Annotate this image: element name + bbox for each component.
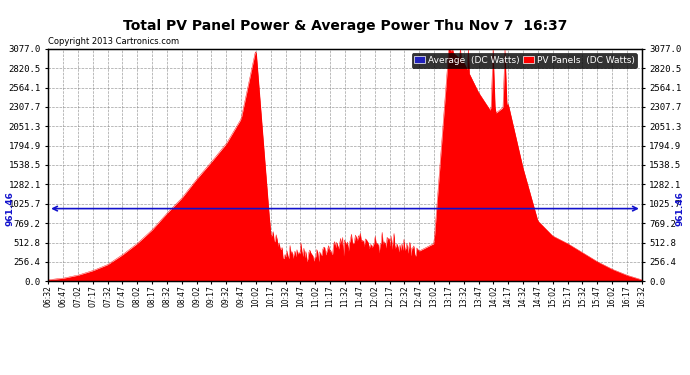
Text: 961.46: 961.46 bbox=[676, 191, 684, 226]
Text: Copyright 2013 Cartronics.com: Copyright 2013 Cartronics.com bbox=[48, 38, 179, 46]
Text: Total PV Panel Power & Average Power Thu Nov 7  16:37: Total PV Panel Power & Average Power Thu… bbox=[123, 19, 567, 33]
Text: 961.46: 961.46 bbox=[6, 191, 14, 226]
Legend: Average  (DC Watts), PV Panels  (DC Watts): Average (DC Watts), PV Panels (DC Watts) bbox=[411, 53, 637, 68]
